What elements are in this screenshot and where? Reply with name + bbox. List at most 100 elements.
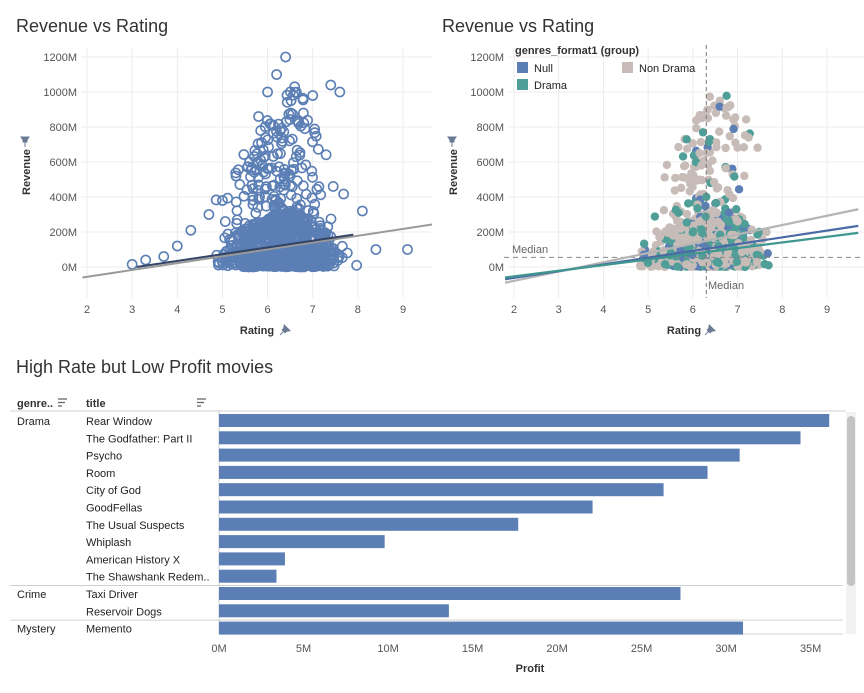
data-point[interactable] [728,193,738,203]
profit-bar[interactable] [219,587,681,600]
profit-bar[interactable] [219,465,708,479]
data-point[interactable] [266,162,278,174]
data-point[interactable] [659,206,669,215]
data-point[interactable] [273,161,285,173]
genre-label[interactable]: Mystery [17,624,56,636]
data-point[interactable] [284,135,295,147]
profit-bar[interactable] [219,414,830,427]
data-point[interactable] [695,175,704,184]
trend-line[interactable] [82,223,432,279]
data-point[interactable] [232,164,244,176]
sort-title-icon[interactable] [197,398,206,407]
profit-bar[interactable] [219,483,664,497]
data-point[interactable] [674,142,683,152]
data-point[interactable] [283,108,295,120]
data-point[interactable] [650,212,660,221]
data-point[interactable] [210,194,222,206]
movie-title[interactable]: Reservoir Dogs [86,606,162,618]
data-point[interactable] [731,138,740,147]
data-point[interactable] [740,171,749,181]
data-point[interactable] [721,164,730,173]
data-point[interactable] [253,111,264,122]
data-point[interactable] [259,183,271,195]
movie-title[interactable]: Memento [86,624,132,636]
data-point[interactable] [222,192,234,204]
data-point[interactable] [289,86,301,98]
data-point[interactable] [716,220,726,230]
data-point[interactable] [222,228,234,240]
movie-title[interactable]: The Shawshank Redem.. [86,572,210,584]
data-point[interactable] [320,149,332,161]
data-point[interactable] [733,217,742,226]
data-point[interactable] [292,116,304,128]
data-point[interactable] [274,125,286,137]
data-point[interactable] [300,159,312,171]
data-point[interactable] [262,134,274,146]
data-point[interactable] [259,234,271,246]
data-point[interactable] [283,248,295,260]
data-point[interactable] [715,96,725,105]
data-point[interactable] [309,123,321,135]
y-axis-pin-icon[interactable] [447,136,457,147]
data-point[interactable] [306,165,318,177]
data-point[interactable] [286,181,298,193]
data-point[interactable] [695,148,704,158]
data-point[interactable] [230,170,242,182]
data-point[interactable] [685,187,694,196]
data-point[interactable] [225,235,237,246]
data-point[interactable] [256,160,268,171]
data-point[interactable] [725,131,735,141]
data-point[interactable] [356,205,368,217]
movie-title[interactable]: American History X [86,554,181,566]
data-point[interactable] [244,156,255,168]
data-point[interactable] [683,260,692,269]
data-point[interactable] [270,125,282,137]
data-point[interactable] [271,69,282,80]
data-point[interactable] [309,127,321,139]
scrollbar-thumb[interactable] [847,416,855,586]
data-point[interactable] [741,115,751,124]
profit-bar[interactable] [219,621,744,635]
data-point[interactable] [310,258,322,269]
data-point[interactable] [286,133,298,145]
data-point[interactable] [235,254,246,266]
data-point[interactable] [697,161,706,170]
profit-bar[interactable] [219,500,593,514]
data-point[interactable] [703,105,712,115]
data-point[interactable] [262,86,273,98]
data-point[interactable] [278,173,290,185]
data-point[interactable] [672,216,682,226]
data-point[interactable] [753,143,762,152]
data-point[interactable] [676,183,686,193]
revenue-rating-scatter-left[interactable]: 2 3 4 5 6 7 8 9 0M 200M 400M 600M 800M 1000M 1200M Rev… [0,40,432,350]
data-point[interactable] [285,189,297,201]
profit-bar[interactable] [219,552,285,566]
profit-bar[interactable] [219,517,519,531]
data-point[interactable] [684,199,693,208]
data-point[interactable] [732,204,741,214]
data-point[interactable] [246,179,258,191]
data-point[interactable] [302,205,314,216]
data-point[interactable] [289,81,301,93]
data-point[interactable] [731,250,740,259]
profit-bar[interactable] [219,569,277,583]
data-point[interactable] [702,192,711,202]
data-point[interactable] [662,160,672,170]
data-point[interactable] [246,260,258,272]
data-point[interactable] [714,127,724,136]
data-point[interactable] [669,231,678,240]
data-point[interactable] [688,139,697,148]
data-point[interactable] [709,177,719,187]
data-point[interactable] [224,234,235,245]
data-point[interactable] [715,102,724,111]
data-point[interactable] [262,163,273,175]
column-header-title[interactable]: title [86,398,106,410]
data-point[interactable] [693,204,702,213]
movie-title[interactable]: Room [86,468,115,480]
data-point[interactable] [292,224,304,236]
data-point[interactable] [297,107,309,119]
profit-bar[interactable] [219,448,740,462]
data-point[interactable] [712,184,722,193]
data-point[interactable] [217,195,228,206]
data-point[interactable] [697,225,706,234]
